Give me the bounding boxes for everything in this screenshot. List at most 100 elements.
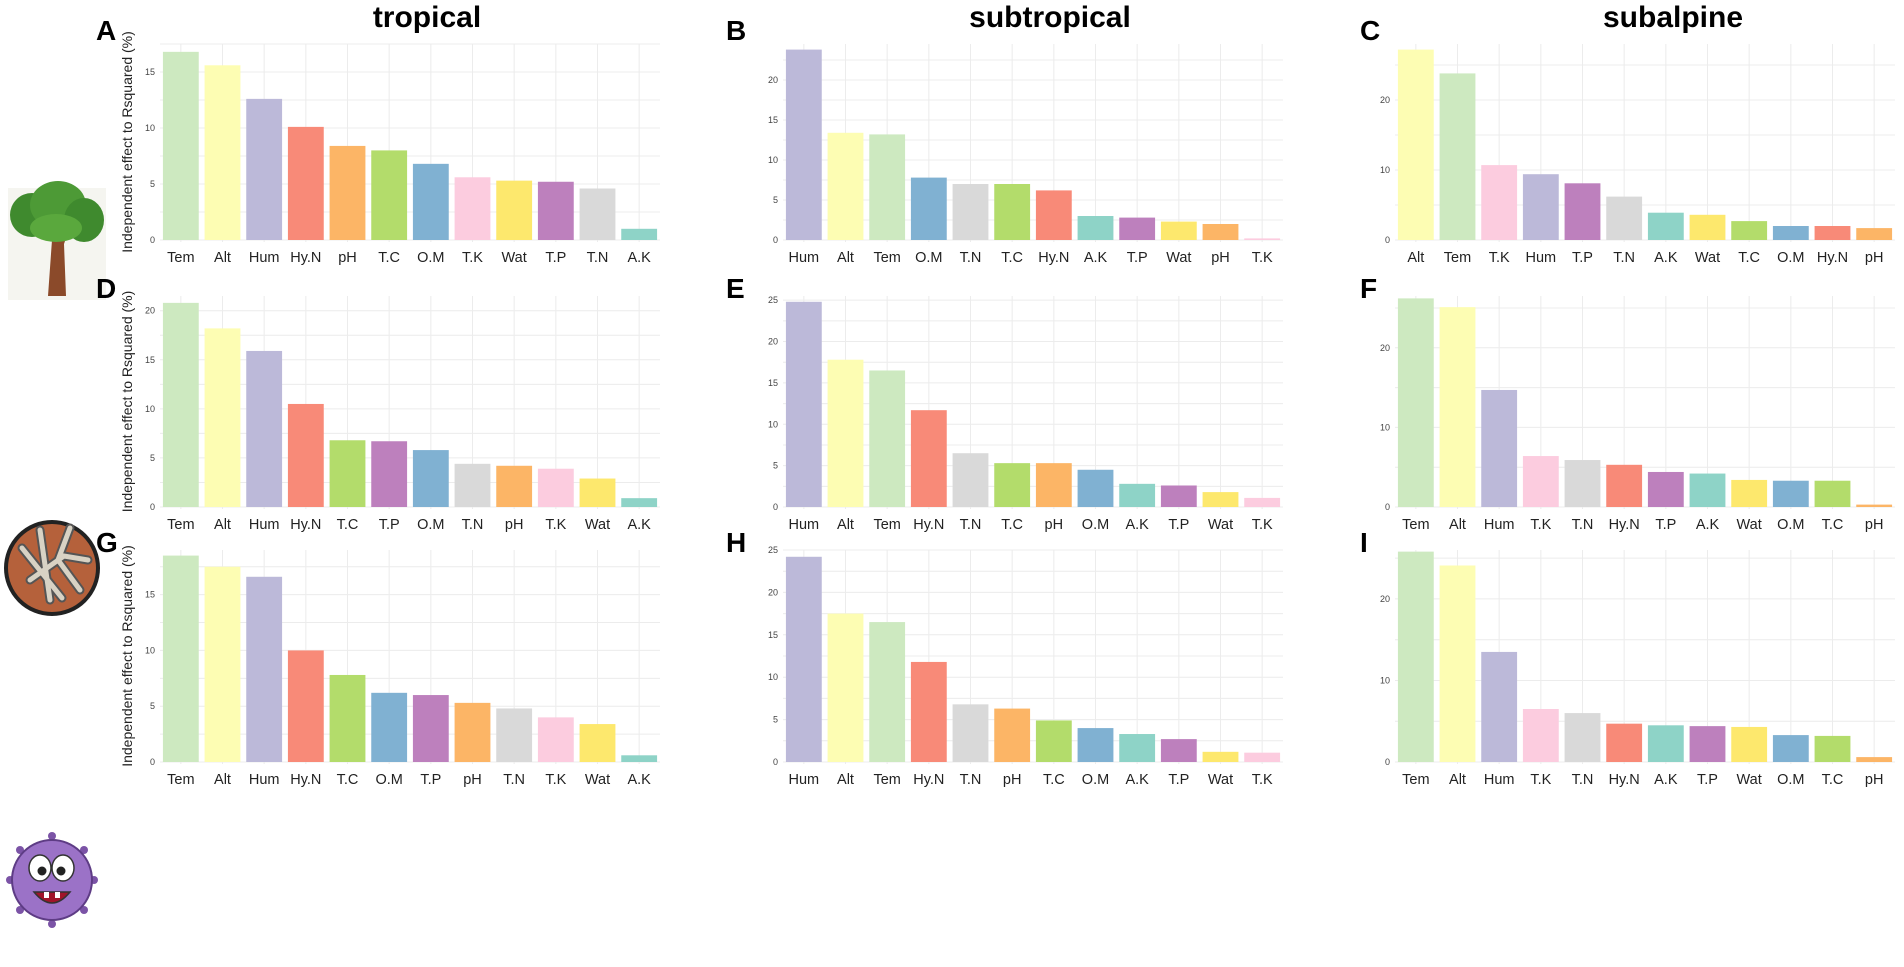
bar-T.N [1564, 713, 1601, 762]
x-tick-label: T.C [378, 250, 400, 266]
x-tick-label: T.C [1822, 772, 1844, 788]
bar-O.M [412, 450, 449, 507]
bar-T.P [1160, 739, 1197, 762]
x-tick-label: Wat [1737, 772, 1762, 788]
x-tick-label: Hy.N [290, 772, 321, 788]
x-tick-label: Alt [214, 250, 231, 266]
bar-pH [1856, 228, 1893, 240]
bar-Wat [579, 478, 616, 507]
y-tick-label: 5 [773, 461, 778, 471]
bar-Wat [1731, 479, 1768, 507]
x-tick-label: Tem [167, 772, 194, 788]
x-tick-label: Hum [249, 250, 280, 266]
bar-T.K [1522, 709, 1559, 762]
bar-pH [1856, 504, 1893, 507]
y-tick-label: 20 [768, 587, 778, 597]
bar-Tem [162, 51, 199, 241]
x-tick-label: Hum [249, 772, 280, 788]
bar-A.K [621, 498, 658, 507]
bar-O.M [1772, 480, 1809, 507]
bar-T.C [1035, 720, 1072, 762]
x-tick-label: Tem [1444, 250, 1471, 266]
y-tick-label: 0 [1385, 757, 1390, 767]
x-tick-label: Hy.N [1609, 517, 1640, 533]
x-tick-label: O.M [417, 250, 444, 266]
x-tick-label: T.C [337, 517, 359, 533]
panel-letter: C [1360, 15, 1380, 46]
y-tick-label: 20 [768, 337, 778, 347]
x-tick-label: Wat [1208, 772, 1233, 788]
bar-Hy.N [1606, 464, 1643, 507]
x-tick-label: Tem [873, 517, 900, 533]
bar-pH [1035, 463, 1072, 507]
bar-Hum [1481, 389, 1518, 507]
bar-T.P [1160, 485, 1197, 507]
x-tick-label: T.N [462, 517, 484, 533]
bar-Wat [1689, 214, 1726, 240]
bar-T.P [537, 181, 574, 240]
bar-T.K [1244, 752, 1281, 762]
panel-letter: F [1360, 273, 1377, 304]
bar-Hy.N [287, 126, 324, 240]
bar-Alt [827, 613, 864, 762]
x-tick-label: Hum [789, 517, 820, 533]
x-tick-label: T.K [1252, 250, 1273, 266]
bar-T.C [994, 184, 1031, 240]
bar-Hy.N [910, 410, 947, 507]
x-tick-label: A.K [1654, 250, 1678, 266]
bar-Hum [246, 98, 283, 240]
bar-O.M [1077, 469, 1114, 507]
y-tick-label: 10 [1380, 422, 1390, 432]
bar-Wat [1202, 751, 1239, 762]
x-tick-label: Tem [1402, 517, 1429, 533]
bar-T.N [952, 184, 989, 240]
x-tick-label: T.C [1738, 250, 1760, 266]
x-tick-label: pH [1003, 772, 1022, 788]
x-tick-label: Wat [585, 517, 610, 533]
bar-Alt [827, 132, 864, 240]
bar-T.K [1244, 497, 1281, 507]
x-tick-label: Hy.N [1609, 772, 1640, 788]
x-tick-label: T.C [1001, 250, 1023, 266]
bar-pH [1856, 757, 1893, 762]
bar-O.M [1772, 735, 1809, 762]
x-tick-label: O.M [1082, 772, 1109, 788]
x-tick-label: T.C [1822, 517, 1844, 533]
column-title-subtropical: subtropical [969, 1, 1131, 34]
y-tick-label: 5 [150, 179, 155, 189]
panel-E: E 0 5 10 15 20 25 Hum Alt Tem Hy.N T.N T.C pH O.M A.K T.… [726, 273, 1283, 533]
y-tick-label: 15 [145, 67, 155, 77]
bar-T.K [1481, 165, 1518, 240]
x-tick-label: Hy.N [1038, 250, 1069, 266]
fungus-hyphae-icon [4, 520, 100, 616]
x-tick-label: Hy.N [913, 772, 944, 788]
panel-G: G 0 5 10 15 Tem Alt Hum Hy.N T.C O.M T.P pH T.N T.K Wat… [96, 527, 660, 788]
bacteria-cartoon-icon [6, 832, 98, 928]
bar-T.K [1244, 238, 1281, 240]
bar-T.K [454, 177, 491, 240]
panel-D: D 0 5 10 15 20 Tem Alt Hum Hy.N T.C T.P O.M T.N pH T.K W… [96, 273, 660, 533]
bar-Hy.N [287, 650, 324, 762]
bar-Wat [579, 724, 616, 762]
grid [783, 44, 1283, 242]
bar-Hum [1481, 651, 1518, 762]
y-tick-label: 10 [768, 419, 778, 429]
bar-Hy.N [287, 403, 324, 507]
bar-T.P [371, 441, 408, 507]
x-tick-label: Tem [1402, 772, 1429, 788]
x-tick-label: O.M [1777, 250, 1804, 266]
y-tick-label: 0 [1385, 502, 1390, 512]
panel-A: A 0 5 10 15 Tem Alt Hum Hy.N pH T.C O.M T.K Wat T.P T.N… [96, 15, 660, 266]
x-tick-label: T.K [545, 517, 566, 533]
tree-icon [8, 181, 106, 300]
bar-A.K [1119, 483, 1156, 507]
y-tick-label: 15 [768, 115, 778, 125]
y-tick-label: 15 [768, 378, 778, 388]
x-tick-label: Tem [167, 250, 194, 266]
x-tick-label: pH [463, 772, 482, 788]
x-tick-label: A.K [1084, 250, 1108, 266]
x-tick-label: T.P [1655, 517, 1676, 533]
y-tick-label: 0 [150, 502, 155, 512]
panel-F: F 0 10 20 Tem Alt Hum T.K T.N Hy.N T.P A.K Wat O.M T.C… [1360, 273, 1895, 533]
